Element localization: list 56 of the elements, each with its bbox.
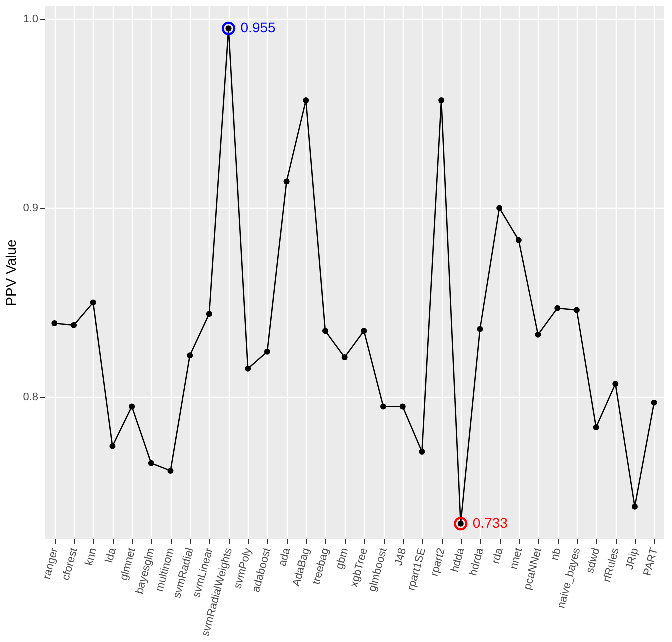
point (90, 300, 96, 306)
point (535, 332, 542, 338)
point (129, 404, 136, 410)
point (632, 504, 638, 510)
annotation: 0.955 (240, 20, 276, 36)
x-tick-label: hdrda (468, 546, 487, 578)
point (574, 307, 580, 314)
point (148, 460, 154, 466)
x-tick-label: rfRules (601, 546, 622, 584)
point (206, 311, 212, 318)
point (593, 424, 600, 430)
x-tick-label: rda (490, 546, 506, 566)
x-tick-label: rpart2 (428, 546, 448, 578)
point (516, 237, 522, 244)
x-tick-label: ada (276, 546, 294, 568)
point (303, 98, 310, 104)
x-tick-label: ranger (41, 546, 62, 581)
y-tick-label: 0.8 (23, 392, 38, 404)
point (438, 98, 445, 104)
x-tick-label: sdwd (584, 546, 603, 575)
y-tick-label: 1.0 (23, 14, 38, 26)
y-tick-label: 0.9 (23, 202, 38, 215)
annotation: 0.733 (472, 514, 508, 531)
point (554, 305, 561, 312)
x-tick-label: multinom (154, 546, 178, 594)
point (322, 328, 328, 334)
point (71, 322, 78, 328)
point (380, 404, 387, 410)
point (245, 366, 252, 372)
x-tick-label: gbm (334, 546, 352, 571)
point (477, 326, 484, 332)
point (168, 468, 174, 474)
point (419, 449, 426, 456)
point (284, 178, 290, 185)
point (110, 443, 116, 450)
y-axis-title: PPV Value (3, 239, 20, 306)
x-tick-label: PART (642, 546, 661, 578)
x-tick-label: AdaBag (290, 546, 312, 588)
point (187, 352, 194, 359)
point (651, 400, 658, 406)
point (612, 381, 619, 388)
x-tick-label: svmPoly (232, 546, 255, 590)
x-tick-label: hdda (449, 546, 468, 574)
point (361, 328, 368, 334)
x-tick-label: treebag (310, 546, 332, 586)
x-tick-label: knn (83, 546, 100, 568)
point (264, 348, 270, 355)
x-tick-label: glmnet (118, 546, 138, 582)
point (52, 320, 58, 327)
point (400, 404, 406, 410)
x-tick-label: lda (104, 546, 120, 564)
point (496, 205, 503, 212)
x-tick-label: JRip (624, 546, 642, 572)
x-tick-label: cforest (60, 546, 80, 582)
x-tick-label: nb (549, 546, 564, 562)
point (342, 354, 348, 361)
